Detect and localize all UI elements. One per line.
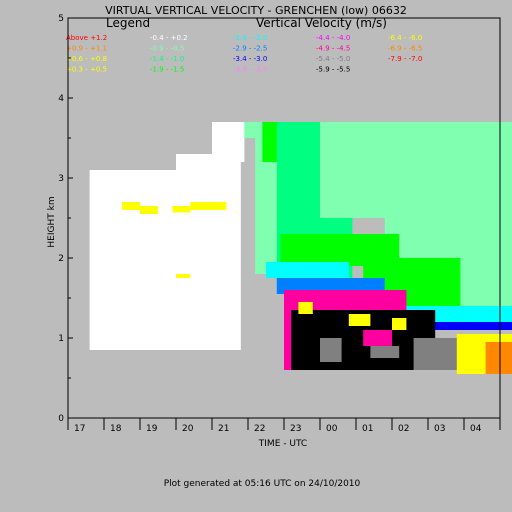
x-tick-label: 18 [110,424,122,434]
legend-entry: -3.9 - -3.5 [233,66,267,74]
legend-entry: -0.4 - +0.2 [150,34,188,42]
x-tick-label: 21 [218,424,229,434]
heatmap-cell [370,346,400,358]
legend-entry: -1.9 - -1.5 [150,66,184,74]
heatmap-cell [172,206,191,213]
heatmap-cell [392,318,407,330]
legend-entry: +0.3 - +0.5 [66,66,107,74]
heatmap-cell [140,206,158,214]
heatmap-cells [89,122,512,374]
x-tick-label: 04 [470,424,482,434]
legend-entry: -0.9 - -0.5 [150,45,184,53]
heatmap-cell [122,202,140,210]
legend-entry: +0.9 - +1.1 [66,45,107,53]
heatmap-cell [298,302,313,314]
x-tick-label: 19 [146,424,158,434]
y-tick-label: 2 [58,254,64,264]
legend-entry: -4.4 - -4.0 [316,34,350,42]
y-axis-ticks: 0 1 2 3 4 5 [58,14,73,424]
x-axis-ticks: 17 18 19 20 21 22 23 00 01 02 03 04 [67,418,501,434]
legend-entry: -1.4 - -1.0 [150,55,184,63]
y-tick-label: 3 [58,174,64,184]
x-tick-label: 23 [290,424,301,434]
y-tick-label: 1 [58,334,64,344]
legend-subtitle: Vertical Velocity (m/s) [256,16,387,30]
legend-entry: -2.4 - -2.0 [233,34,267,42]
heatmap-cell [363,330,392,346]
heatmap-cell [190,202,227,210]
chart-title: VIRTUAL VERTICAL VELOCITY - GRENCHEN (lo… [105,4,407,17]
x-tick-label: 01 [362,424,373,434]
y-tick-label: 4 [58,94,64,104]
heatmap-cell [485,342,512,374]
heatmap-cell [244,122,259,138]
legend: Above +1.2 +0.9 - +1.1 +0.6 - +0.8 +0.3 - +… [66,34,422,74]
heatmap-cell [176,274,191,278]
y-tick-label: 0 [58,414,64,424]
x-axis-label: TIME - UTC [258,439,307,449]
legend-entry: -7.9 - -7.0 [388,55,422,63]
heatmap-cell [320,338,342,362]
legend-entry: +0.6 - +0.8 [66,55,107,63]
heatmap-cell [266,262,349,278]
legend-entry: -5.4 - -5.0 [316,55,350,63]
legend-entry: Above +1.2 [66,34,107,42]
heatmap-cell [413,322,512,330]
legend-title: Legend [106,16,150,30]
legend-entry: -5.9 - -5.5 [316,66,350,74]
x-tick-label: 02 [398,424,409,434]
y-tick-label: 5 [58,14,64,24]
legend-entry: -6.9 - -6.5 [388,45,422,53]
x-tick-label: 20 [182,424,194,434]
x-tick-label: 22 [254,424,265,434]
legend-entry: -2.9 - -2.5 [233,45,267,53]
heatmap-cell [348,314,371,326]
footer-text: Plot generated at 05:16 UTC on 24/10/201… [164,479,361,489]
legend-entry: -6.4 - -6.0 [388,34,422,42]
heatmap-cell [176,154,241,350]
x-tick-label: 00 [326,424,338,434]
heatmap-cell [212,122,245,162]
x-tick-label: 17 [74,424,85,434]
x-tick-label: 03 [434,424,445,434]
legend-entry: -4.9 - -4.5 [316,45,350,53]
y-axis-label: HEIGHT km [47,196,57,247]
legend-entry: -3.4 - -3.0 [233,55,267,63]
